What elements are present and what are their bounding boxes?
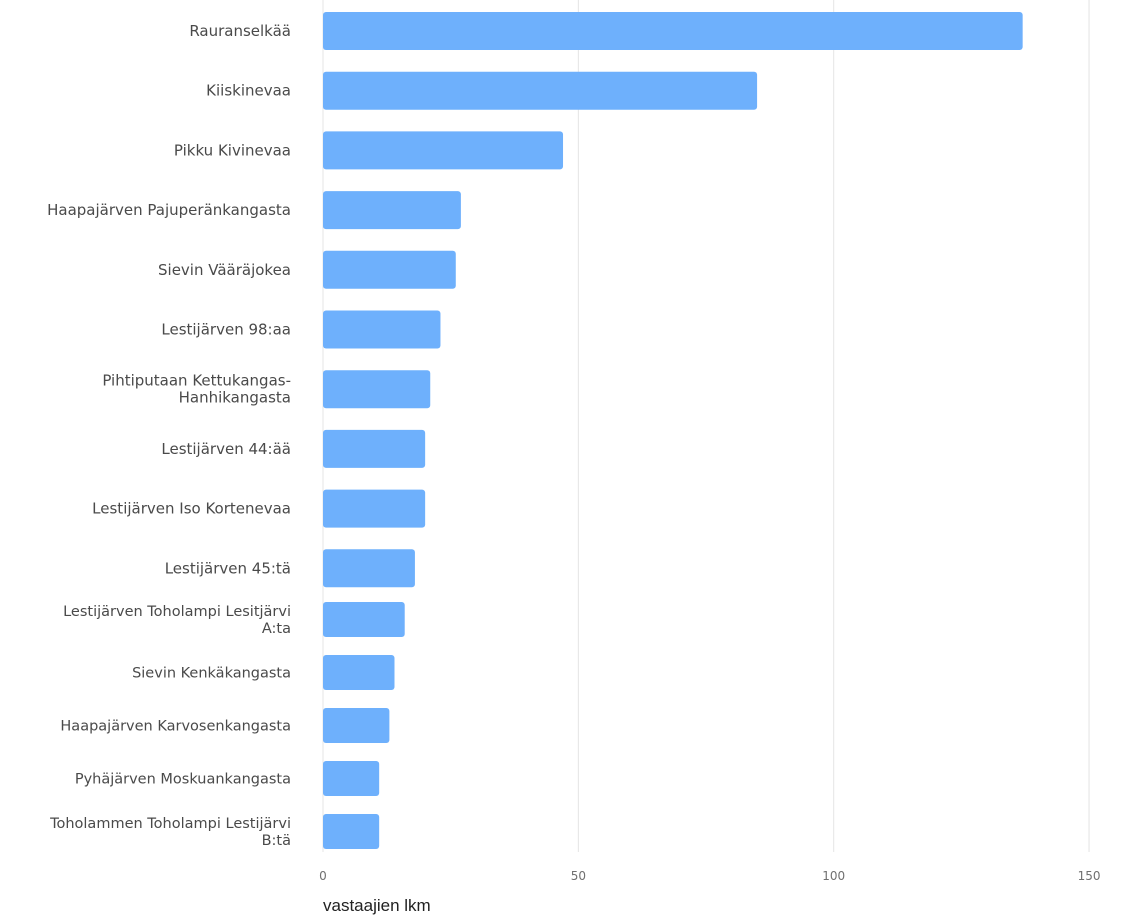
bar-14[interactable] [323,761,380,796]
bar-12[interactable] [323,655,395,690]
category-label-11-line-1: Lestijärven Toholampi Lesitjärvi [63,604,291,620]
category-label-7-line-1: Pihtiputaan Kettukangas- [102,372,291,390]
bar-1[interactable] [323,12,1023,50]
category-label-11-line-2: A:ta [262,621,291,637]
x-axis-title: vastaajien lkm [323,896,431,915]
category-label-8: Lestijärven 44:ää [161,440,291,458]
category-label-1: Rauranselkää [189,22,291,40]
x-tick-label-0: 0 [319,869,327,883]
bar-10[interactable] [323,549,415,588]
category-label-12: Sievin Kenkäkangasta [132,666,291,682]
category-label-4: Haapajärven Pajuperänkangasta [47,201,291,219]
category-label-3: Pikku Kivinevaa [174,141,291,159]
bar-11[interactable] [323,602,405,637]
category-label-5: Sievin Vääräjokea [158,261,291,279]
category-label-6: Lestijärven 98:aa [161,321,291,339]
bar-8[interactable] [323,429,426,468]
category-label-14: Pyhäjärven Moskuankangasta [75,772,291,788]
x-tick-label-100: 100 [822,869,845,883]
category-label-15-line-2: B:tä [262,833,291,849]
x-tick-label-50: 50 [571,869,586,883]
category-label-2: Kiiskinevaa [206,82,291,100]
category-label-9: Lestijärven Iso Kortenevaa [92,500,291,518]
bar-9[interactable] [323,489,426,528]
bar-3[interactable] [323,131,564,170]
bar-6[interactable] [323,310,441,349]
bar-15[interactable] [323,814,380,849]
category-label-13: Haapajärven Karvosenkangasta [60,719,291,735]
x-tick-label-150: 150 [1078,869,1101,883]
category-label-7-line-2: Hanhikangasta [179,389,291,407]
category-label-10: Lestijärven 45:tä [165,559,291,577]
category-label-15-line-1: Toholammen Toholampi Lestijärvi [49,816,291,832]
bar-2[interactable] [323,71,758,110]
bar-chart: Rauranselkää Kiiskinevaa Pikku Kivinevaa Ha… [47,0,1101,883]
bar-13[interactable] [323,708,390,743]
bar-5[interactable] [323,250,456,289]
bar-4[interactable] [323,191,461,230]
bar-7[interactable] [323,370,431,409]
